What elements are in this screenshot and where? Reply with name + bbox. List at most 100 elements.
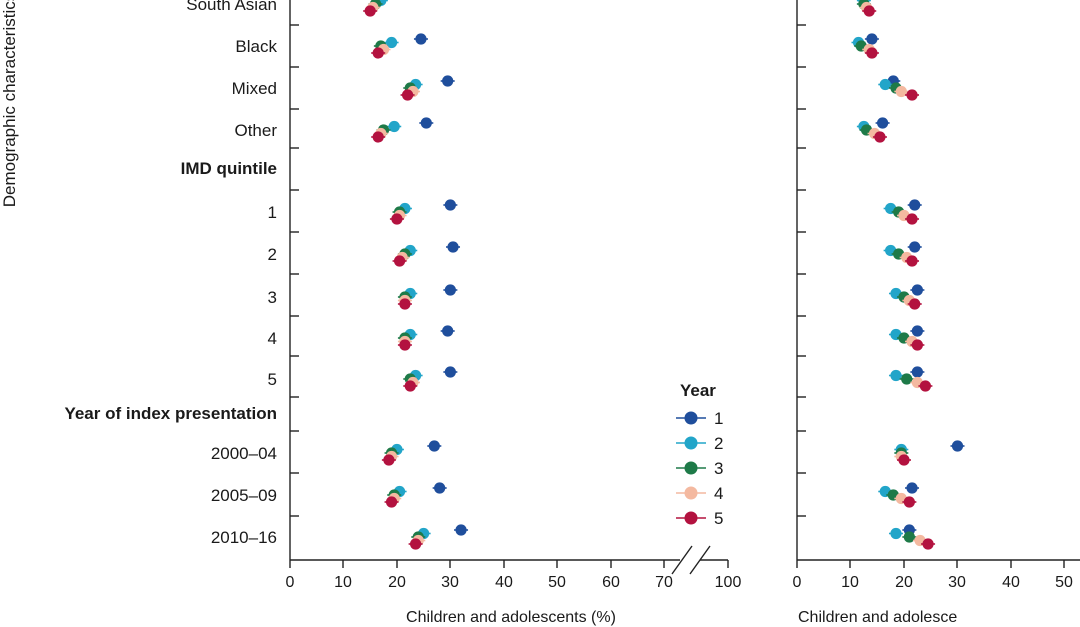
- data-point-year-1: [909, 199, 921, 211]
- data-point-year-1: [420, 117, 432, 129]
- legend-label: 3: [714, 459, 723, 478]
- data-point-year-1: [444, 366, 456, 378]
- data-point-year-1: [444, 284, 456, 296]
- data-point-year-1: [447, 241, 459, 253]
- axis-break-mark: [689, 545, 711, 575]
- row-label: Other: [234, 121, 277, 140]
- legend-swatch-dot: [684, 486, 698, 500]
- data-point-year-2: [890, 527, 902, 540]
- data-point-year-1: [428, 440, 440, 452]
- data-point-year-5: [906, 255, 918, 267]
- data-point-year-3: [901, 373, 913, 385]
- x-tick-label: 40: [495, 574, 513, 591]
- legend-label: 2: [714, 434, 723, 453]
- x-axis-title: Children and adolesce: [798, 609, 957, 626]
- right-panel: 0 10 20 30 40 50 Children and adolesce: [793, 0, 1080, 626]
- row-label: 1: [268, 203, 277, 222]
- legend-swatch-dot: [684, 461, 698, 475]
- data-point-year-1: [909, 241, 921, 253]
- section-header: Year of index presentation: [64, 404, 277, 423]
- data-point-year-2: [890, 369, 902, 382]
- data-point-year-1: [442, 75, 454, 87]
- legend-swatch-dot: [684, 436, 698, 450]
- data-point-year-1: [415, 33, 427, 45]
- data-point-year-3: [903, 531, 915, 543]
- data-point-year-1: [911, 284, 923, 296]
- data-point-year-5: [906, 213, 918, 225]
- data-point-year-1: [911, 325, 923, 337]
- legend: Year 1 2 3 4 5: [676, 381, 723, 528]
- legend-label: 4: [714, 484, 723, 503]
- row-label: Black: [235, 37, 277, 56]
- x-axis-title: Children and adolescents (%): [406, 609, 616, 626]
- row-label: 2: [268, 245, 277, 264]
- data-point-year-5: [866, 47, 878, 59]
- data-point-year-1: [455, 524, 467, 536]
- x-tick-label: 50: [1055, 574, 1073, 591]
- data-point-year-5: [906, 89, 918, 101]
- data-point-year-1: [877, 117, 889, 129]
- data-point-year-1: [906, 482, 918, 494]
- data-point-year-2: [388, 120, 400, 133]
- data-point-year-5: [383, 454, 395, 466]
- data-point-year-5: [874, 131, 886, 143]
- legend-label: 1: [714, 409, 723, 428]
- x-tick-label: 100: [715, 574, 742, 591]
- x-tick-label: 10: [334, 574, 352, 591]
- data-point-year-5: [372, 131, 384, 143]
- legend-label: 5: [714, 509, 723, 528]
- y-axis-title-group: Demographic characteristics: [0, 0, 19, 207]
- data-point-year-5: [909, 298, 921, 310]
- data-point-year-5: [410, 538, 422, 550]
- y-axis-title: Demographic characteristics: [0, 0, 19, 207]
- row-label: 2000–04: [211, 444, 277, 463]
- row-label: 2005–09: [211, 486, 277, 505]
- axis-break-mark: [671, 545, 693, 575]
- data-point-year-5: [399, 339, 411, 351]
- legend-swatch-dot: [684, 511, 698, 525]
- data-point-year-1: [434, 482, 446, 494]
- row-label: Mixed: [232, 79, 277, 98]
- data-point-year-5: [399, 298, 411, 310]
- x-tick-label: 20: [895, 574, 913, 591]
- row-label: 3: [268, 288, 277, 307]
- data-point-year-1: [866, 33, 878, 45]
- data-point-year-5: [401, 89, 414, 101]
- row-labels: South Asian Black Mixed Other IMD quintile 1 2…: [64, 0, 277, 547]
- data-point-year-5: [372, 47, 384, 59]
- row-label: 5: [268, 370, 277, 389]
- data-point-year-5: [919, 380, 932, 392]
- data-point-year-1: [951, 440, 964, 452]
- data-point-year-5: [911, 339, 923, 351]
- x-tick-label: 30: [948, 574, 966, 591]
- data-point-year-4: [895, 85, 907, 98]
- x-tick-label: 40: [1002, 574, 1020, 591]
- x-tick-label: 0: [793, 574, 802, 591]
- x-tick-label: 20: [388, 574, 406, 591]
- data-point-year-5: [903, 496, 915, 508]
- left-panel: 0 10 20 30 40 50 60 70 100 Children and adolescen…: [286, 0, 742, 626]
- data-point-year-2: [879, 78, 891, 91]
- data-point-year-5: [391, 213, 403, 225]
- legend-title: Year: [680, 381, 716, 400]
- x-tick-label: 60: [602, 574, 620, 591]
- data-point-year-5: [922, 538, 934, 550]
- row-label: South Asian: [186, 0, 277, 14]
- x-tick-label: 0: [286, 574, 295, 591]
- x-tick-label: 50: [548, 574, 566, 591]
- data-point-year-1: [442, 325, 454, 337]
- section-header: IMD quintile: [181, 159, 277, 178]
- data-point-year-5: [898, 454, 910, 466]
- legend-swatch-dot: [684, 411, 698, 425]
- row-label: 2010–16: [211, 528, 277, 547]
- x-tick-label: 30: [441, 574, 459, 591]
- data-point-year-5: [404, 380, 416, 392]
- data-point-year-5: [863, 5, 875, 17]
- data-point-year-1: [911, 366, 923, 378]
- data-point-year-1: [444, 199, 456, 211]
- x-tick-label: 70: [655, 574, 673, 591]
- data-point-year-5: [385, 496, 398, 508]
- row-label: 4: [268, 329, 277, 348]
- data-point-year-2: [385, 36, 398, 49]
